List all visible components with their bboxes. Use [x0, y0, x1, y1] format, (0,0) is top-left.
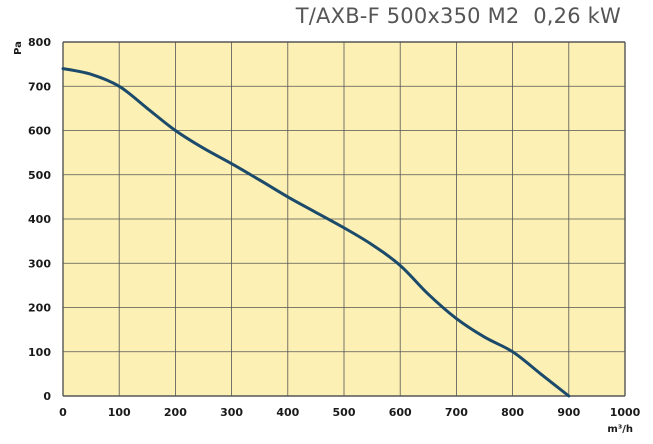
y-axis-ticks: 0 100 200 300 400 500 600 700 800 — [28, 36, 51, 403]
performance-curve-0 — [61, 67, 571, 398]
y-tick-label-500: 500 — [28, 169, 51, 182]
x-tick-label-1000: 1000 — [610, 406, 641, 419]
y-tick-label-600: 600 — [28, 125, 51, 138]
x-tick-label-500: 500 — [333, 406, 356, 419]
y-tick-label-200: 200 — [28, 302, 51, 315]
x-tick-label-400: 400 — [276, 406, 299, 419]
y-tick-label-300: 300 — [28, 257, 51, 270]
x-tick-label-200: 200 — [164, 406, 187, 419]
y-tick-label-800: 800 — [28, 36, 51, 49]
y-tick-label-700: 700 — [28, 80, 51, 93]
y-tick-label-400: 400 — [28, 213, 51, 226]
x-tick-label-600: 600 — [389, 406, 412, 419]
y-tick-label-0: 0 — [43, 390, 51, 403]
curve-layer — [61, 67, 571, 398]
grid — [62, 41, 626, 397]
x-axis-label: m³/h — [607, 424, 633, 435]
x-tick-label-0: 0 — [59, 406, 67, 419]
x-tick-label-100: 100 — [108, 406, 131, 419]
x-tick-label-900: 900 — [557, 406, 580, 419]
x-tick-label-700: 700 — [445, 406, 468, 419]
x-tick-label-800: 800 — [501, 406, 524, 419]
y-tick-label-100: 100 — [28, 346, 51, 359]
x-tick-label-300: 300 — [220, 406, 243, 419]
chart-title: T/AXB-F 500x350 M2 0,26 kW — [295, 4, 621, 28]
y-axis-label: Pa — [13, 41, 24, 55]
x-axis-ticks: 0 100 200 300 400 500 600 700 800 900 1000 — [59, 406, 640, 419]
